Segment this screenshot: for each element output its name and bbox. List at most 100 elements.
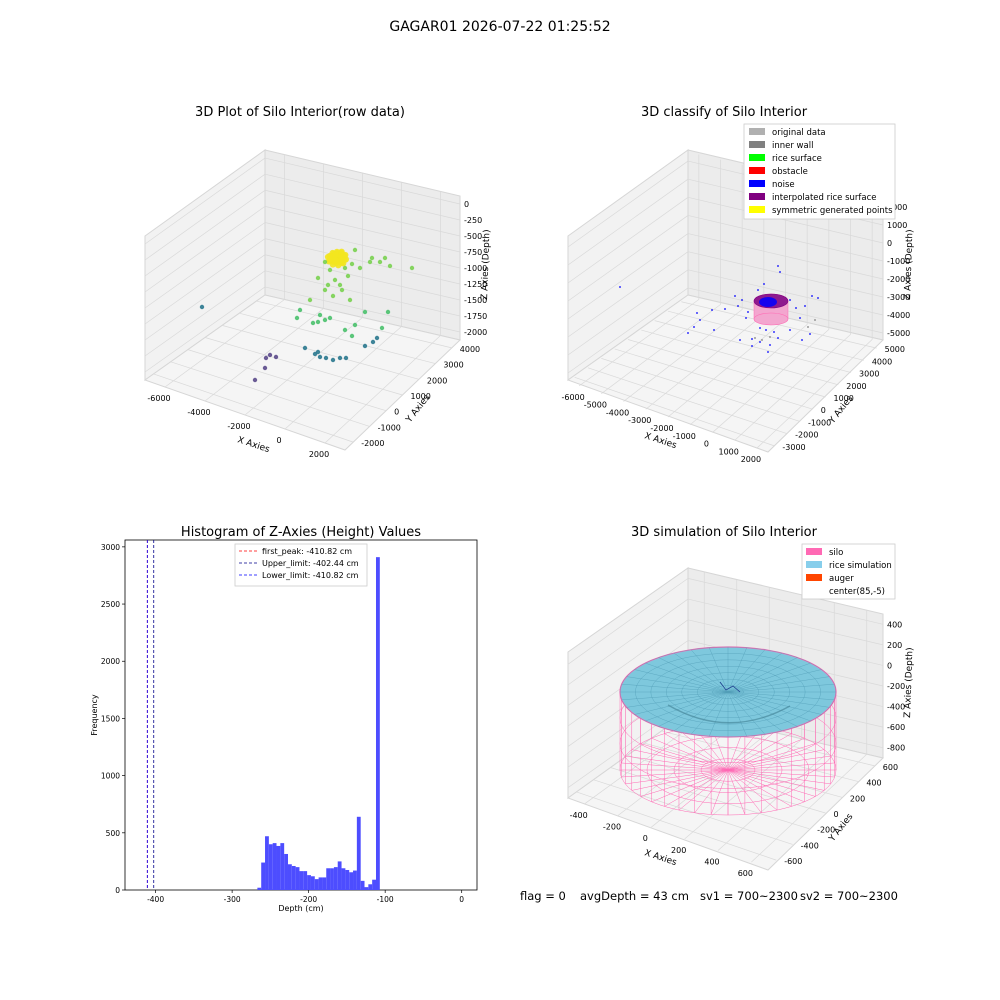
p4-ytick-label: 600 bbox=[883, 763, 898, 772]
rice-mesh-spoke bbox=[673, 691, 729, 732]
p2-xtick-label: -6000 bbox=[561, 393, 584, 402]
rice-mesh-spoke bbox=[727, 652, 783, 693]
histogram-bar bbox=[330, 868, 334, 890]
p1-ytick-label: 3000 bbox=[443, 361, 463, 370]
panel1-point bbox=[330, 357, 336, 363]
histogram-xtick-label: -400 bbox=[147, 895, 164, 904]
panel-classify-scatter: 3D classify of Silo Interior -6000-5000-… bbox=[561, 105, 915, 464]
panel2-noise-point bbox=[734, 295, 736, 297]
histogram-ytick-label: 1000 bbox=[101, 772, 120, 781]
histogram-bar bbox=[318, 877, 323, 890]
panel1-point bbox=[337, 355, 343, 361]
p1-ztick-label: -500 bbox=[464, 232, 482, 241]
p2-xtick-label: -2000 bbox=[650, 424, 673, 433]
panel2-legend-label: obstacle bbox=[772, 167, 808, 177]
panel2-noise-point bbox=[751, 338, 753, 340]
panel1-point bbox=[385, 309, 391, 315]
histogram-bar bbox=[345, 869, 350, 890]
panel1-pane-floor bbox=[143, 294, 462, 451]
rice-mesh-spoke bbox=[645, 662, 729, 693]
rice-mesh-spoke bbox=[645, 691, 729, 722]
p2-ztick-label: -2000 bbox=[887, 275, 910, 284]
p2-xtick-label: 0 bbox=[704, 440, 709, 449]
histogram-bar bbox=[322, 877, 327, 890]
rice-mesh-spoke bbox=[626, 691, 729, 708]
rice-mesh-spoke bbox=[634, 669, 729, 693]
rice-mesh-spoke bbox=[626, 676, 729, 693]
p4-ytick-label: 400 bbox=[866, 779, 881, 788]
p4-ytick-label: -400 bbox=[801, 841, 819, 850]
histogram-bar bbox=[295, 867, 300, 890]
panel1-x-ticks: -6000 -4000 -2000 0 2000 bbox=[147, 394, 329, 459]
p4-ytick-label: 200 bbox=[850, 794, 865, 803]
panel2-noise-point bbox=[763, 283, 765, 285]
histogram-ytick-label: 500 bbox=[106, 829, 121, 838]
p4-xtick-label: 0 bbox=[643, 834, 648, 843]
p2-ztick-label: -1000 bbox=[887, 257, 910, 266]
rice-mesh-spoke bbox=[673, 652, 729, 693]
status-sv2: sv2 = 700~2300 bbox=[800, 889, 898, 903]
p1-ztick-label: -1500 bbox=[464, 296, 487, 305]
rice-mesh-spoke bbox=[621, 684, 729, 693]
panel1-point bbox=[342, 327, 348, 333]
panel4-legend-label: center(85,-5) bbox=[829, 587, 885, 597]
p2-ztick-label: -3000 bbox=[887, 293, 910, 302]
silo-wire-ring bbox=[700, 758, 756, 782]
histogram-bar bbox=[326, 868, 331, 890]
panel1-point bbox=[297, 307, 303, 313]
panel2-wall-point bbox=[814, 319, 816, 321]
panel2-noise-point bbox=[769, 344, 771, 346]
panel2-grid bbox=[567, 154, 884, 449]
status-flag: flag = 0 bbox=[520, 889, 566, 903]
p2-ytick-label: 5000 bbox=[885, 345, 905, 354]
panel2-legend-label: inner wall bbox=[772, 141, 813, 151]
panel1-point bbox=[357, 265, 363, 271]
histogram-bar bbox=[276, 845, 281, 890]
p2-xtick-label: 1000 bbox=[718, 447, 738, 456]
histogram-ylabel: Frequency bbox=[90, 694, 99, 736]
histogram-xtick-label: 0 bbox=[459, 895, 464, 904]
p1-ztick-label: 0 bbox=[464, 200, 469, 209]
panel2-noise-point bbox=[747, 311, 749, 313]
panel1-point bbox=[347, 297, 353, 303]
rice-mesh-spoke bbox=[658, 691, 729, 727]
panel2-legend-swatch bbox=[749, 154, 765, 161]
rice-mesh-spoke bbox=[658, 657, 729, 693]
histogram-bar bbox=[261, 862, 266, 890]
panel2-legend-swatch bbox=[749, 141, 765, 148]
rice-mesh-spoke bbox=[727, 662, 811, 693]
p2-ytick-label: 0 bbox=[821, 406, 826, 415]
panel2-noise-point bbox=[799, 317, 801, 319]
histogram-ytick-label: 0 bbox=[115, 886, 120, 895]
panel1-z-ticks: 0 -250 -500 -750 -1000 -1250 -1500 -1750 -2000 bbox=[464, 200, 487, 337]
p2-xtick-label: -4000 bbox=[606, 408, 629, 417]
rice-mesh-spoke bbox=[727, 647, 747, 693]
panel1-points bbox=[199, 247, 415, 383]
panel1-xlabel: X Axies bbox=[236, 435, 271, 455]
panel2-noise-point bbox=[789, 299, 791, 301]
panel1-point bbox=[342, 265, 348, 271]
p2-ytick-label: 3000 bbox=[859, 370, 879, 379]
panel1-point bbox=[367, 259, 373, 265]
panel4-legend: silo rice simulation auger center(85,-5) bbox=[801, 543, 896, 600]
p2-ztick-label: 2000 bbox=[887, 203, 907, 212]
p2-xtick-label: -3000 bbox=[628, 416, 651, 425]
histogram-bar bbox=[353, 870, 357, 890]
panel1-point bbox=[315, 349, 321, 355]
panel2-noise-point bbox=[745, 317, 747, 319]
histogram-bar bbox=[314, 879, 319, 890]
panel1-point bbox=[317, 354, 323, 360]
histogram-bar bbox=[299, 871, 304, 890]
panel1-point bbox=[409, 265, 415, 271]
histogram-bar bbox=[307, 875, 311, 890]
status-sv1: sv1 = 700~2300 bbox=[700, 889, 798, 903]
histogram-x-ticks: -400 -300 -200 -100 0 bbox=[147, 890, 464, 904]
panel2-noise-point bbox=[741, 299, 743, 301]
p2-ytick-label: 4000 bbox=[872, 357, 892, 366]
panel1-point bbox=[322, 287, 328, 293]
p4-xtick-label: 600 bbox=[738, 869, 753, 878]
panel1-point bbox=[322, 259, 328, 265]
p4-ztick-label: 0 bbox=[887, 661, 892, 670]
panel1-point bbox=[267, 352, 273, 358]
histogram-bar bbox=[368, 884, 373, 890]
